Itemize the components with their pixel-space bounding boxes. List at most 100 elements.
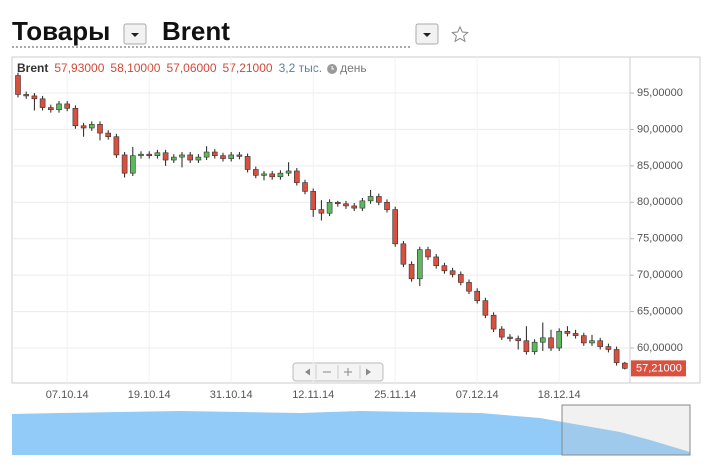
ohlc-value: 57,93000 — [54, 61, 104, 75]
section-title[interactable]: Товары — [12, 16, 110, 46]
candle-body — [449, 270, 456, 275]
candle-body — [490, 314, 497, 330]
candle-body — [72, 107, 79, 127]
candle-body — [89, 124, 95, 129]
candle-body — [621, 362, 628, 369]
candle-body — [105, 132, 111, 138]
candle-body — [334, 201, 341, 205]
candle-body — [384, 201, 390, 210]
candle-body — [56, 103, 62, 111]
candle-body — [548, 337, 554, 349]
candle-body — [441, 265, 448, 272]
candle-body — [47, 107, 54, 111]
last-price-label: 57,21000 — [636, 362, 682, 374]
candle-body — [457, 274, 464, 283]
y-tick-label: 60,00000 — [637, 342, 683, 354]
candle-body — [359, 200, 366, 209]
candle-body — [318, 209, 325, 214]
x-tick-label: 18.12.14 — [538, 389, 581, 401]
candle-body — [310, 191, 317, 210]
candle-body — [203, 151, 210, 158]
candle-body — [146, 153, 152, 156]
candle-body — [261, 173, 267, 176]
candle-body — [589, 340, 595, 344]
candle-body — [228, 154, 234, 159]
candle-body — [244, 156, 251, 170]
candle-body — [523, 340, 530, 352]
candle-body — [220, 155, 226, 159]
y-tick-label: 70,00000 — [637, 269, 683, 281]
candle-body — [556, 330, 563, 349]
candle-body — [15, 75, 21, 95]
candle-body — [433, 256, 440, 266]
candle-body — [113, 136, 120, 156]
candle-body — [474, 290, 481, 301]
candle-body — [179, 154, 185, 158]
x-tick-label: 25.11.14 — [374, 389, 416, 401]
volume-label: 3,2 тыс. — [279, 61, 322, 75]
x-tick-label: 07.12.14 — [456, 389, 499, 401]
candle-body — [367, 196, 374, 202]
candle-body — [351, 205, 358, 209]
candle-body — [269, 173, 276, 178]
y-tick-label: 85,00000 — [637, 160, 683, 172]
chart-frame — [11, 56, 701, 384]
candle-body — [572, 333, 579, 336]
favorite-star[interactable] — [451, 25, 469, 43]
y-tick-label: 95,00000 — [637, 87, 683, 99]
x-tick-label: 07.10.14 — [46, 389, 89, 401]
candle-body — [236, 154, 243, 157]
candle-body — [285, 170, 292, 174]
y-tick-label: 65,00000 — [637, 305, 683, 317]
period-label: день — [340, 61, 367, 75]
candle-body — [564, 330, 571, 334]
y-tick-label: 75,00000 — [637, 233, 683, 245]
instrument-dropdown[interactable] — [415, 23, 439, 45]
candle-body — [507, 336, 513, 339]
ohlc-value: 57,21000 — [223, 61, 273, 75]
candle-body — [130, 155, 136, 174]
candle-body — [23, 94, 30, 97]
candle-body — [293, 170, 300, 183]
candle-body — [375, 196, 382, 203]
candle-body — [302, 182, 308, 192]
candle-body — [253, 169, 259, 176]
ohlc-value: 58,10000 — [110, 61, 160, 75]
ohlc-value: 57,06000 — [166, 61, 216, 75]
instrument-title[interactable]: Brent — [162, 16, 230, 46]
candle-body — [154, 152, 161, 156]
candle-body — [613, 349, 620, 363]
navigator[interactable] — [12, 404, 691, 456]
candle-body — [482, 300, 489, 316]
candle-body — [64, 103, 70, 109]
candle-body — [277, 172, 284, 178]
candle-body — [515, 338, 522, 342]
candle-body — [162, 152, 169, 161]
x-tick-label: 19.10.14 — [128, 389, 171, 401]
last-price-badge — [631, 360, 686, 377]
clock-hand — [331, 66, 335, 70]
candle-body — [408, 263, 415, 280]
candle-body — [326, 201, 333, 214]
y-tick-label: 90,00000 — [637, 123, 683, 135]
section-dropdown[interactable] — [123, 23, 147, 45]
candle-body — [171, 156, 177, 161]
candle-body — [425, 249, 431, 258]
candle-body — [392, 209, 399, 245]
series-name: Brent — [17, 61, 48, 75]
y-tick-label: 80,00000 — [637, 196, 683, 208]
candle-body — [121, 154, 128, 174]
candle-body — [466, 282, 472, 292]
scroll-buttons[interactable] — [292, 362, 384, 382]
candle-body — [400, 243, 407, 265]
candle-body — [416, 249, 423, 280]
candle-body — [212, 151, 218, 156]
candle-body — [343, 203, 349, 207]
candle-body — [97, 124, 103, 134]
candle-body — [498, 328, 505, 338]
candle-body — [597, 340, 604, 347]
candle-body — [138, 153, 144, 156]
candle-body — [195, 156, 202, 161]
x-tick-label: 31.10.14 — [210, 389, 253, 401]
